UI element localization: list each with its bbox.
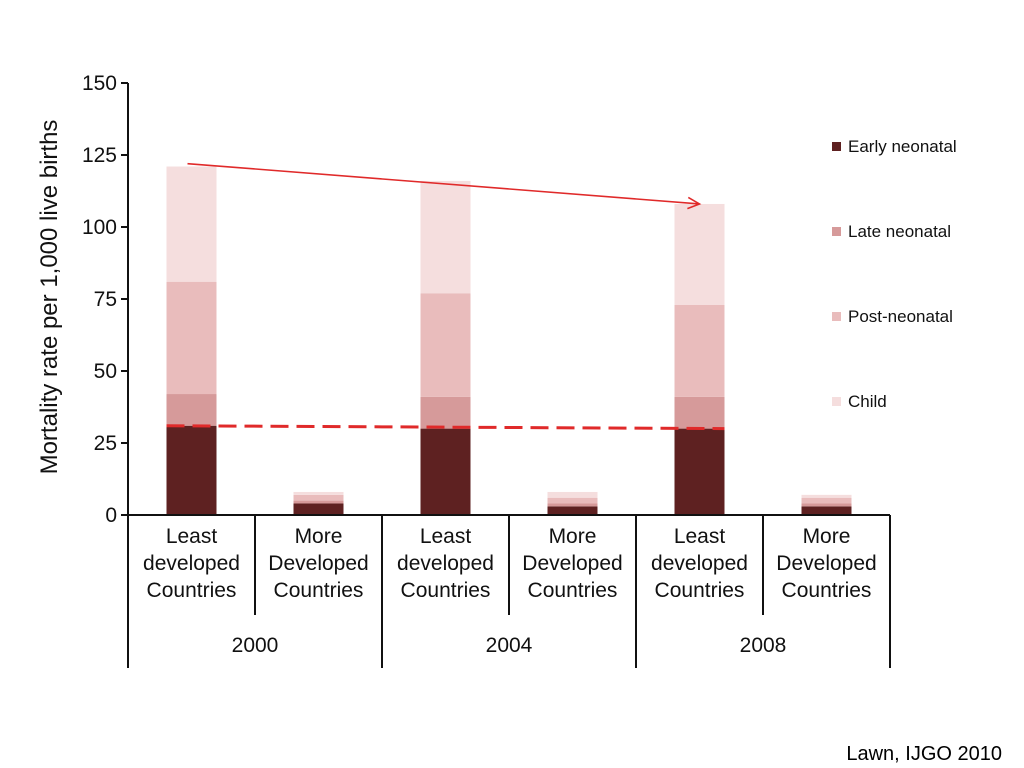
bar-late-neonatal-2 xyxy=(420,396,471,429)
legend-swatch xyxy=(832,227,841,236)
category-label: Least xyxy=(166,525,218,548)
y-tick-label: 100 xyxy=(82,216,117,239)
bar-early-neonatal-5 xyxy=(801,506,852,515)
bar-late-neonatal-3 xyxy=(547,503,598,507)
year-label-2000: 2000 xyxy=(232,634,279,657)
category-label: Developed xyxy=(522,552,622,575)
legend-label: Early neonatal xyxy=(848,137,957,156)
category-label: More xyxy=(295,525,343,548)
legend-swatch xyxy=(832,312,841,321)
source-citation: Lawn, IJGO 2010 xyxy=(846,743,1002,765)
bar-early-neonatal-4 xyxy=(674,428,725,515)
bar-post-neonatal-0 xyxy=(166,281,217,395)
category-label: Least xyxy=(674,525,726,548)
bar-late-neonatal-4 xyxy=(674,396,725,429)
category-label: Countries xyxy=(147,579,237,602)
category-label: developed xyxy=(651,552,748,575)
bar-child-5 xyxy=(801,494,852,498)
bar-child-4 xyxy=(674,203,725,305)
dashed-trend-line xyxy=(166,424,725,431)
bar-post-neonatal-4 xyxy=(674,304,725,397)
bar-early-neonatal-2 xyxy=(420,428,471,515)
category-label: Countries xyxy=(528,579,618,602)
y-tick-label: 0 xyxy=(105,504,117,527)
y-tick-label: 25 xyxy=(94,432,117,455)
bar-late-neonatal-0 xyxy=(166,394,217,426)
category-label: Developed xyxy=(268,552,368,575)
category-label: Developed xyxy=(776,552,876,575)
legend-swatch xyxy=(832,397,841,406)
bar-child-2 xyxy=(420,180,471,294)
bar-post-neonatal-2 xyxy=(420,293,471,397)
category-label: developed xyxy=(143,552,240,575)
bar-child-0 xyxy=(166,166,217,282)
category-label: Least xyxy=(420,525,472,548)
legend-swatch xyxy=(832,142,841,151)
legend-label: Late neonatal xyxy=(848,222,951,241)
bar-child-1 xyxy=(293,491,344,495)
category-label: Countries xyxy=(274,579,364,602)
legend: Early neonatal Late neonatal Post-neonatal… xyxy=(832,137,957,411)
trend-annotations xyxy=(166,162,725,431)
category-label: Countries xyxy=(401,579,491,602)
bars-layer xyxy=(166,166,852,515)
bar-late-neonatal-5 xyxy=(801,503,852,507)
category-label: More xyxy=(803,525,851,548)
axes-layer: 0 25 50 75 100 125 150 Least developed Countries M… xyxy=(82,72,891,668)
category-label: Countries xyxy=(782,579,872,602)
bar-early-neonatal-0 xyxy=(166,425,217,515)
bar-post-neonatal-1 xyxy=(293,494,344,501)
bar-post-neonatal-3 xyxy=(547,497,598,504)
category-label: Countries xyxy=(655,579,745,602)
y-tick-label: 150 xyxy=(82,72,117,95)
category-label: More xyxy=(549,525,597,548)
y-axis-title: Mortality rate per 1,000 live births xyxy=(36,120,63,475)
legend-label: Post-neonatal xyxy=(848,307,953,326)
legend-label: Child xyxy=(848,392,887,411)
y-tick-label: 125 xyxy=(82,144,117,167)
solid-trend-arrow xyxy=(187,162,700,205)
category-label: developed xyxy=(397,552,494,575)
year-label-2004: 2004 xyxy=(486,634,533,657)
bar-child-3 xyxy=(547,491,598,498)
bar-early-neonatal-1 xyxy=(293,503,344,515)
solid-trend-arrowhead xyxy=(687,196,702,210)
bar-late-neonatal-1 xyxy=(293,500,344,504)
y-tick-label: 75 xyxy=(94,288,117,311)
y-tick-label: 50 xyxy=(94,360,117,383)
bar-post-neonatal-5 xyxy=(801,497,852,504)
year-label-2008: 2008 xyxy=(740,634,787,657)
bar-early-neonatal-3 xyxy=(547,506,598,515)
